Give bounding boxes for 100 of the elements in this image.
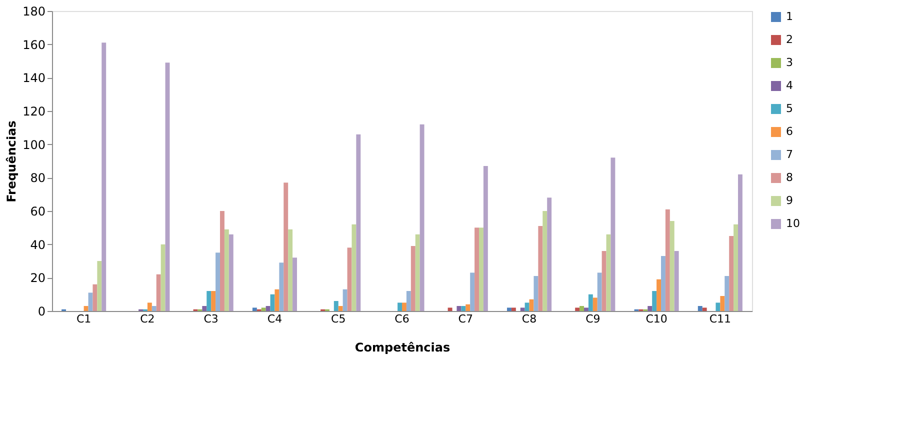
bar [724,276,730,311]
bar [88,292,93,311]
bar [470,272,475,311]
y-tick-label: 120 [22,104,46,118]
bar [84,306,88,311]
y-tick-label: 60 [30,204,46,218]
bar [734,224,738,311]
bar [165,62,170,311]
legend-label: 5 [786,102,793,115]
x-axis-title: Competências [354,340,450,354]
bar [652,291,657,311]
legend-label: 4 [786,79,793,92]
bar [610,158,616,311]
bar [456,306,462,311]
bar [420,124,424,311]
bar [592,298,598,311]
x-tick-label: C7 [458,312,473,326]
bar [402,302,406,311]
bar [507,308,512,311]
bar [729,236,734,311]
legend-label: 6 [786,125,793,138]
bar [156,274,161,311]
bar [288,229,293,311]
x-tick-label: C11 [709,312,732,326]
bar [602,251,606,311]
bar [524,302,530,311]
bar [216,252,220,311]
x-tick-label: C6 [394,312,410,326]
y-tick-label: 160 [22,38,46,52]
legend-label: 3 [786,56,793,69]
bar [584,308,588,311]
bar [252,308,257,311]
bar [542,211,548,311]
legend-label: 8 [786,171,793,184]
bar [261,308,266,311]
bar [716,302,720,311]
bar [580,306,584,311]
bar [342,289,348,311]
bar [274,289,280,311]
bar [720,296,725,311]
bar [352,224,356,311]
x-tick-label: C1 [76,312,92,326]
y-tick-label: 80 [30,171,46,186]
legend-label: 10 [786,217,800,230]
bar [606,234,611,311]
bar [92,284,98,311]
bar [648,306,652,311]
bar [479,228,484,311]
bar [448,308,452,311]
legend-label: 9 [786,194,793,207]
bar [266,306,270,311]
bar [597,272,602,311]
y-tick-label: 0 [38,304,46,318]
bar [674,251,679,311]
x-tick-label: C4 [267,312,282,326]
bar [202,306,207,311]
bar [415,234,420,311]
y-axis-title: Frequências [4,120,19,202]
x-tick-label: C9 [586,312,600,326]
y-tick-label: 140 [22,71,46,86]
bar [406,291,411,311]
bar [670,221,674,311]
bar [160,244,166,311]
bar [538,226,543,311]
bar [483,166,488,311]
bar [461,306,466,311]
bar [338,306,343,311]
bar [398,302,402,311]
bar [466,304,470,311]
x-tick-label: C3 [204,312,218,326]
legend-label: 7 [786,148,793,161]
bar [347,248,352,311]
bar [152,306,156,311]
y-tick-label: 20 [30,271,46,286]
x-tick-label: C2 [140,312,155,326]
bar [661,256,666,311]
bar [228,234,234,311]
x-tick-label: C8 [522,312,537,326]
y-tick-label: 100 [22,138,46,152]
bar [97,261,102,311]
bar [575,308,580,311]
bar [284,182,288,311]
y-tick-label: 180 [22,4,46,18]
bar [547,198,552,311]
bar [588,294,593,311]
bar [356,134,361,311]
x-tick-label: C10 [646,312,668,326]
bar [474,228,479,311]
bar [292,258,297,311]
bar [698,306,702,311]
bar [220,211,224,311]
bar [738,174,742,311]
legend-label: 2 [786,33,793,46]
bar [211,291,216,311]
bar [102,42,106,311]
bar [147,302,152,311]
bar [410,246,416,311]
bar [334,301,338,311]
bar [520,308,525,311]
y-tick-label: 40 [30,238,46,252]
